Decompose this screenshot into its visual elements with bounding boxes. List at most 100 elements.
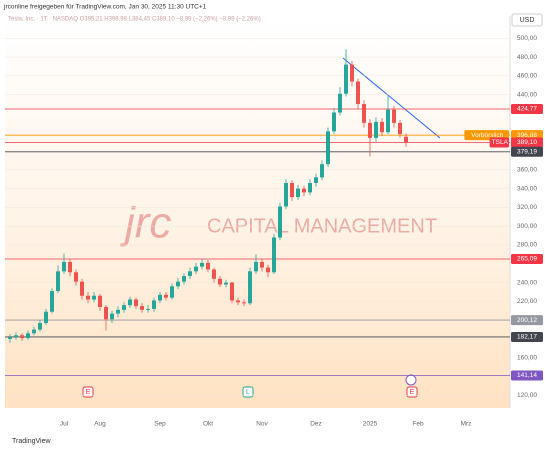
y-tick-label: 340,00 — [517, 185, 537, 192]
y-tick-label: 220,00 — [517, 298, 537, 305]
candle-body — [56, 271, 60, 292]
candle-body — [128, 299, 132, 306]
x-tick-label: Aug — [94, 421, 106, 428]
candle-body — [200, 262, 204, 267]
candle-body — [224, 282, 228, 285]
x-tick-label: Okt — [203, 421, 213, 428]
candle-body — [182, 276, 186, 282]
candle-body — [62, 261, 66, 272]
level-box — [511, 103, 543, 114]
candle-body — [290, 182, 294, 198]
level-label: 182,17 — [517, 334, 537, 341]
x-tick-label: Feb — [412, 421, 424, 428]
candle-body — [338, 93, 342, 113]
candle-body — [32, 329, 36, 334]
candle-body — [392, 109, 396, 123]
candle-body — [146, 308, 150, 310]
candle-body — [74, 272, 78, 282]
y-tick-label: 120,00 — [517, 392, 537, 399]
candle-body — [272, 237, 276, 273]
candle-body — [344, 64, 348, 94]
candle-body — [50, 291, 54, 312]
currency-box[interactable] — [511, 13, 543, 27]
candle-body — [158, 294, 162, 301]
candle-body — [110, 313, 114, 320]
candle-body — [122, 305, 126, 310]
y-tick-label: 300,00 — [517, 223, 537, 230]
candle-body — [92, 295, 96, 300]
candle-body — [98, 295, 102, 308]
candle-body — [302, 188, 306, 193]
event-marker[interactable] — [406, 386, 418, 398]
candle-body — [296, 188, 300, 198]
level-label: 141,14 — [517, 372, 537, 379]
candle-body — [14, 335, 18, 338]
level-box — [511, 331, 543, 342]
candle-body — [230, 282, 234, 301]
candle-body — [116, 309, 120, 314]
candle-body — [152, 300, 156, 309]
candle-body — [326, 131, 330, 165]
candle-body — [164, 294, 168, 298]
candle-body — [362, 104, 366, 123]
level-box — [511, 254, 543, 265]
x-tick-label: Mrz — [461, 421, 472, 428]
legend: Tesla, Inc. · 1T · NASDAQ O395,21 H398,9… — [8, 17, 261, 23]
candle-body — [68, 261, 72, 273]
candle-body — [320, 164, 324, 178]
event-marker[interactable] — [82, 386, 94, 398]
event-label[interactable]: E — [86, 389, 91, 396]
candle-body — [380, 121, 384, 133]
level-label: 424,77 — [517, 106, 537, 113]
candle-body — [38, 323, 42, 330]
plot-area — [5, 16, 510, 408]
candle-body — [104, 307, 108, 320]
level-name: Vorbörslich — [471, 132, 504, 139]
candle-body — [398, 122, 402, 135]
level-name-box — [489, 137, 509, 148]
candle-body — [368, 122, 372, 138]
y-tick-label: 480,00 — [517, 54, 537, 61]
candle-body — [140, 306, 144, 310]
level-box — [511, 315, 543, 326]
candle-body — [170, 286, 174, 298]
x-tick-label: 2025 — [363, 421, 378, 428]
candle-body — [218, 278, 222, 285]
level-label: 389,10 — [517, 139, 537, 146]
y-tick-label: 320,00 — [517, 204, 537, 211]
event-label[interactable]: E — [410, 389, 415, 396]
candle-body — [350, 64, 354, 82]
y-tick-label: 240,00 — [517, 279, 537, 286]
y-tick-label: 500,00 — [517, 35, 537, 42]
candle-body — [194, 266, 198, 272]
candle-body — [254, 261, 258, 272]
candle-body — [188, 271, 192, 277]
candle-body — [248, 271, 252, 304]
currency[interactable]: USD — [520, 17, 535, 24]
event-label[interactable]: L — [246, 389, 250, 396]
candle-body — [86, 295, 90, 300]
dividend-marker[interactable] — [405, 374, 417, 386]
candle-body — [242, 302, 246, 304]
candle-body — [236, 300, 240, 303]
candle-body — [278, 206, 282, 238]
x-tick-label: Nov — [256, 421, 268, 428]
y-tick-label: 160,00 — [517, 354, 537, 361]
trendline[interactable] — [342, 57, 441, 139]
level-label: 265,09 — [517, 256, 537, 263]
candle-body — [206, 262, 210, 270]
level-name: TSLA — [492, 139, 509, 146]
candle-body — [26, 333, 30, 339]
candle-body — [176, 281, 180, 287]
x-tick-label: Dez — [310, 421, 322, 428]
y-tick-label: 460,00 — [517, 73, 537, 80]
level-box — [511, 137, 543, 148]
shared-by: jrconline freigegeben für TradingView.co… — [3, 4, 207, 11]
candle-body — [314, 177, 318, 183]
event-marker[interactable] — [242, 386, 254, 398]
candle-body — [386, 109, 390, 133]
candle-body — [8, 337, 12, 339]
level-box — [511, 370, 543, 381]
x-tick-label: Jul — [60, 421, 69, 428]
